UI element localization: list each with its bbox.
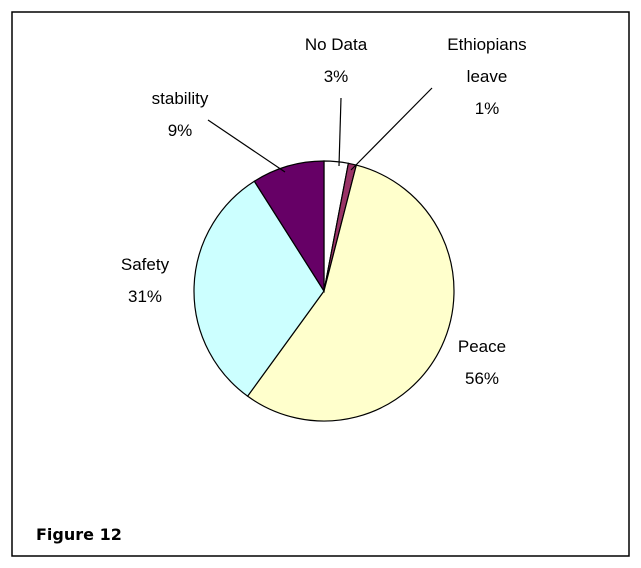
slice-label: No Data xyxy=(305,35,368,54)
pie-slice xyxy=(246,164,455,422)
value-label: 56% xyxy=(465,369,499,388)
value-label: 1% xyxy=(475,99,500,118)
chart-title: Figure 12 xyxy=(36,525,122,544)
slice-label: stability xyxy=(152,89,209,108)
slice-label: Safety xyxy=(121,255,170,274)
value-label: 3% xyxy=(324,67,349,86)
pie-slice xyxy=(253,160,325,294)
value-label: 31% xyxy=(128,287,162,306)
leader-line xyxy=(207,119,286,173)
slice-label: Peace xyxy=(458,337,506,356)
pie-slice xyxy=(193,180,325,398)
value-label: 9% xyxy=(168,121,193,140)
leader-line xyxy=(338,97,342,167)
leader-line xyxy=(350,87,433,171)
slice-label: Ethiopians leave xyxy=(447,35,526,86)
